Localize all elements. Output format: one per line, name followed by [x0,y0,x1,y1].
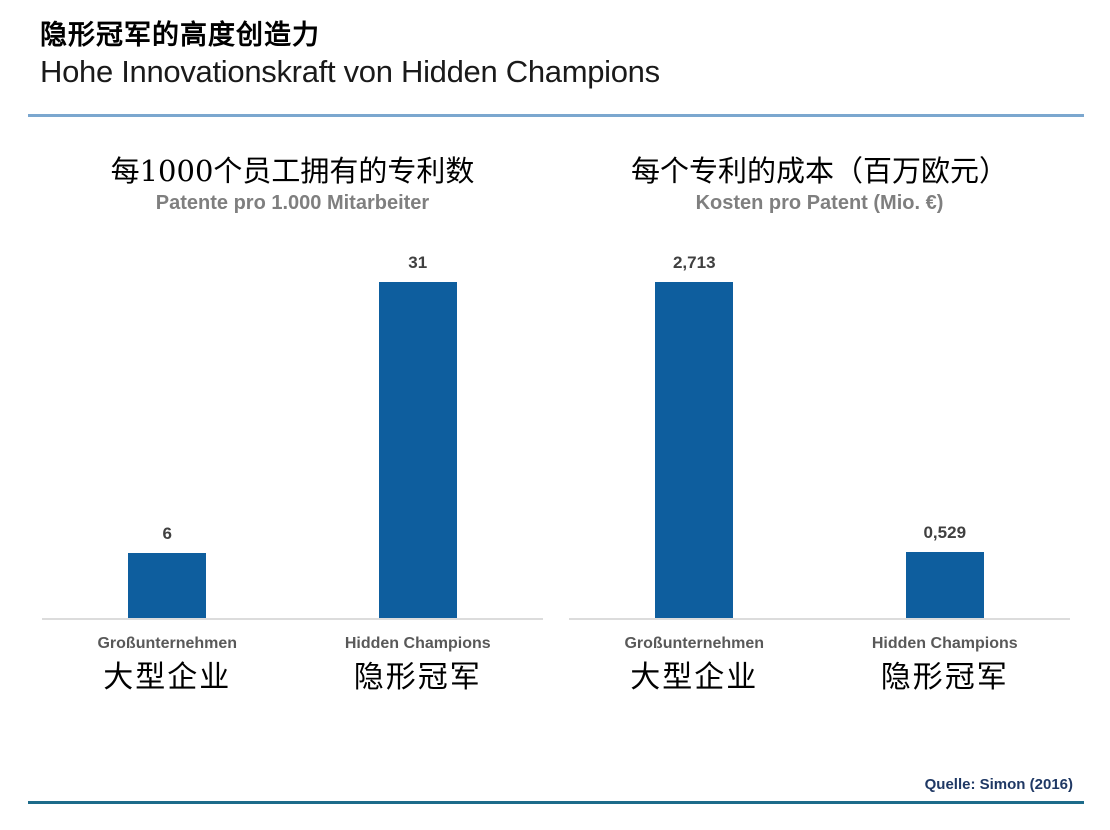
category-label-de: Hidden Champions [344,635,491,652]
category-label: Großunternehmen 大型企业 [97,634,237,698]
chart-cost-per-patent: 每个专利的成本（百万欧元） Kosten pro Patent (Mio. €)… [569,152,1070,724]
bar-value-label: 31 [408,253,428,272]
chart-patents-per-employee: 每1000个员工拥有的专利数 Patente pro 1.000 Mitarbe… [42,152,543,724]
category-label: Großunternehmen 大型企业 [624,634,764,698]
source-citation: Quelle: Simon (2016) [924,776,1073,793]
bar [905,552,984,618]
plot-area: 2,713 0,529 [569,242,1070,620]
plot-area: 6 31 [42,242,543,620]
category-label-zh: 大型企业 [103,660,232,695]
chart-title-de: Kosten pro Patent (Mio. €) [695,192,944,214]
category-labels: Großunternehmen 大型企业 Hidden Champions 隐形冠军 [42,634,543,724]
charts-container: 每1000个员工拥有的专利数 Patente pro 1.000 Mitarbe… [42,152,1070,724]
category-label-zh: 隐形冠军 [880,660,1009,695]
chart-title-zh: 每1000个员工拥有的专利数 [110,154,475,188]
page-title-zh: 隐形冠军的高度创造力 [40,20,320,51]
footer-divider-line [28,801,1084,804]
category-label-de: Hidden Champions [871,635,1018,652]
category-label-zh: 隐形冠军 [353,660,482,695]
category-label: Hidden Champions 隐形冠军 [872,634,1018,698]
category-label-zh: 大型企业 [630,660,759,695]
bar-group: 0,529 [905,512,984,618]
chart-title-zh: 每个专利的成本（百万欧元） [630,154,1008,188]
bar-value-label: 2,713 [672,253,716,272]
header-divider-line [28,114,1084,117]
bar [655,282,734,618]
bar-group: 31 [378,242,457,618]
bar [128,553,207,618]
slide-header: 隐形冠军的高度创造力 Hohe Innovationskraft von Hid… [40,18,660,90]
chart-title-de: Patente pro 1.000 Mitarbeiter [155,192,430,214]
bar-group: 2,713 [655,242,734,618]
category-label-de: Großunternehmen [97,635,238,652]
category-label: Hidden Champions 隐形冠军 [345,634,491,698]
bar-value-label: 0,529 [923,523,967,542]
bar-value-label: 6 [162,524,172,543]
page-title-de: Hohe Innovationskraft von Hidden Champio… [40,54,660,90]
bar [378,282,457,618]
bar-group: 6 [128,513,207,618]
category-label-de: Großunternehmen [624,635,765,652]
category-labels: Großunternehmen 大型企业 Hidden Champions 隐形冠军 [569,634,1070,724]
